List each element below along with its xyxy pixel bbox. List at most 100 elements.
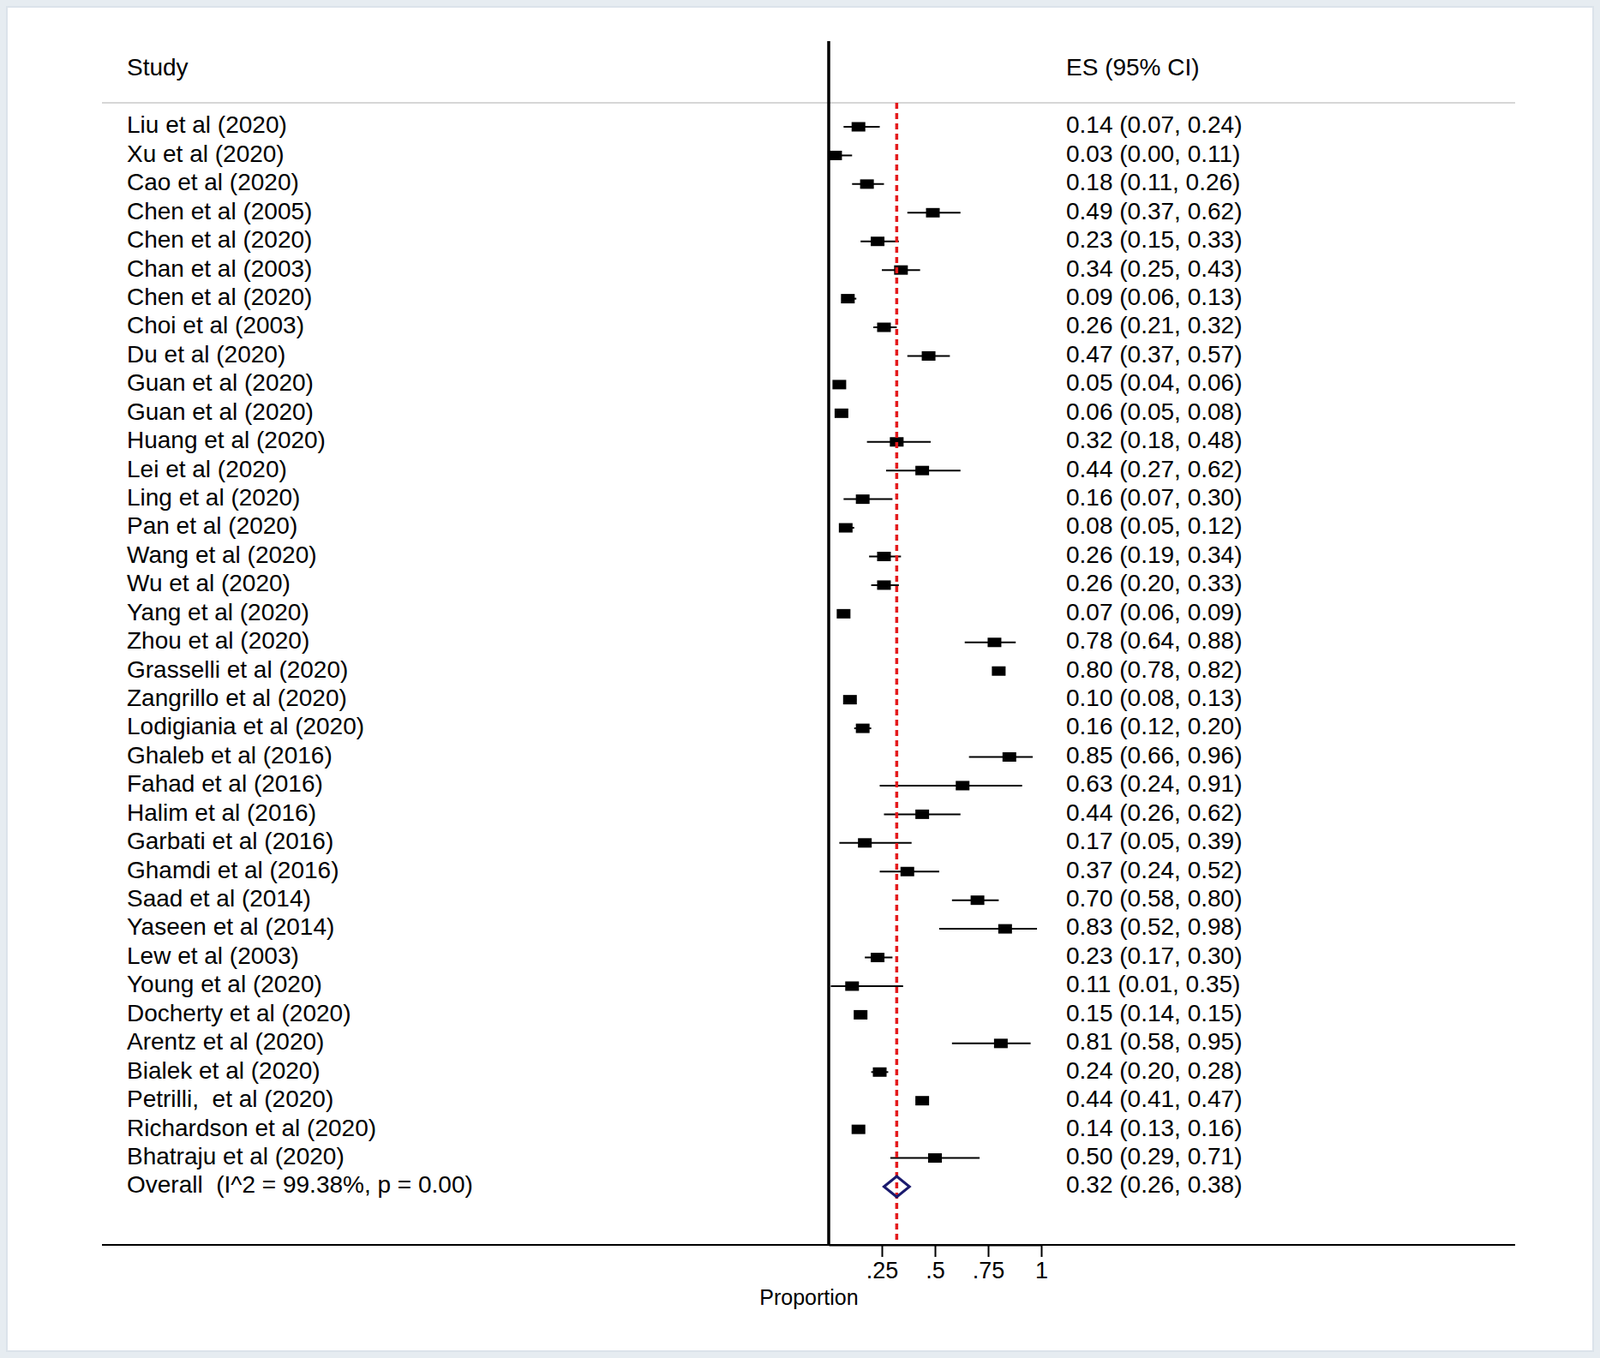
study-label: Yang et al (2020) [126, 599, 310, 626]
point-estimate [838, 523, 853, 534]
point-estimate [876, 551, 891, 562]
es-label: 0.49 (0.37, 0.62) [1066, 197, 1242, 225]
study-label: Ghamdi et al (2016) [126, 856, 339, 884]
point-estimate [828, 150, 842, 161]
overall-line [895, 102, 899, 1246]
point-estimate [851, 1125, 866, 1135]
study-label: Choi et al (2003) [126, 311, 305, 339]
x-axis-title: Proportion [759, 1285, 858, 1310]
point-estimate [987, 637, 1001, 648]
chart: Study ES (95% CI) Liu et al (2020)Xu et al… [0, 0, 1600, 1358]
x-tick: .75 [972, 1245, 1006, 1284]
x-axis: .25.5.751 [829, 1245, 1049, 1284]
ci-line [939, 928, 1037, 930]
overall-es-label: 0.32 (0.26, 0.38) [1066, 1171, 1242, 1199]
es-label: 0.44 (0.26, 0.62) [1066, 799, 1242, 827]
point-estimate [926, 208, 941, 218]
es-label: 0.10 (0.08, 0.13) [1066, 684, 1242, 712]
study-label: Arentz et al (2020) [126, 1028, 324, 1055]
point-estimate [851, 122, 866, 132]
point-estimate [928, 1153, 942, 1163]
study-label: Lodigiania et al (2020) [126, 713, 365, 740]
es-label: 0.26 (0.19, 0.34) [1066, 541, 1242, 569]
es-label: 0.24 (0.20, 0.28) [1066, 1057, 1242, 1085]
point-estimate [856, 494, 870, 504]
study-label: Liu et al (2020) [126, 111, 288, 138]
null-line [826, 41, 831, 1246]
point-estimate [870, 236, 885, 246]
study-label: Grasselli et al (2020) [126, 656, 348, 684]
point-estimate [857, 838, 872, 848]
es-label: 0.14 (0.13, 0.16) [1066, 1114, 1242, 1142]
point-estimate [832, 379, 846, 390]
es-label: 0.50 (0.29, 0.71) [1066, 1143, 1242, 1170]
overall-diamond [883, 1176, 910, 1198]
study-label: Chen et al (2005) [126, 197, 312, 225]
study-label: Huang et al (2020) [126, 426, 326, 454]
study-label: Zhou et al (2020) [126, 627, 310, 654]
x-tick: .25 [866, 1245, 899, 1284]
study-label: Ghaleb et al (2016) [126, 742, 333, 769]
study-label: Chen et al (2020) [126, 283, 312, 311]
point-estimate [856, 724, 870, 734]
point-estimate [994, 1038, 1008, 1049]
point-estimate [991, 666, 1006, 677]
study-label: Lew et al (2003) [126, 942, 300, 970]
point-estimate [836, 609, 851, 619]
es-header: ES (95% CI) [1066, 53, 1200, 81]
study-label: Zangrillo et al (2020) [126, 684, 348, 712]
study-label: Wu et al (2020) [126, 569, 291, 597]
es-label: 0.32 (0.18, 0.48) [1066, 426, 1242, 454]
study-label: Lei et al (2020) [126, 455, 288, 483]
ci-line [880, 785, 1023, 787]
study-label: Pan et al (2020) [126, 512, 298, 540]
point-estimate [915, 809, 929, 820]
point-estimate [970, 895, 985, 905]
point-estimate [922, 351, 936, 361]
study-label: Guan et al (2020) [126, 398, 314, 426]
x-tick-mark [1041, 1245, 1043, 1258]
study-label: Yaseen et al (2014) [126, 913, 335, 941]
x-tick-label: .25 [866, 1258, 899, 1284]
es-label: 0.80 (0.78, 0.82) [1066, 656, 1242, 684]
es-label: 0.16 (0.07, 0.30) [1066, 484, 1242, 511]
point-estimate [840, 293, 855, 304]
x-tick-mark [934, 1245, 937, 1258]
study-label: Xu et al (2020) [126, 140, 285, 168]
es-label: 0.09 (0.06, 0.13) [1066, 283, 1242, 311]
es-label: 0.83 (0.52, 0.98) [1066, 913, 1242, 941]
marks [828, 102, 1037, 1246]
es-label: 0.70 (0.58, 0.80) [1066, 885, 1242, 912]
point-estimate [853, 1010, 868, 1020]
ci-line [838, 842, 911, 845]
study-label: Fahad et al (2016) [126, 770, 324, 798]
es-label: 0.37 (0.24, 0.52) [1066, 856, 1242, 884]
header-rule [101, 101, 1516, 104]
es-label: 0.23 (0.17, 0.30) [1066, 942, 1242, 970]
study-header: Study [126, 53, 189, 81]
study-label: Ling et al (2020) [126, 484, 300, 511]
ci-line [952, 1042, 1031, 1045]
x-tick-mark [881, 1245, 884, 1258]
x-tick: .5 [925, 1245, 946, 1284]
study-label: Guan et al (2020) [126, 369, 314, 396]
point-estimate [1002, 752, 1017, 762]
point-estimate [860, 179, 875, 189]
outer-background [0, 0, 1600, 1358]
es-label: 0.14 (0.07, 0.24) [1066, 111, 1242, 138]
study-label: Young et al (2020) [126, 970, 323, 998]
es-label: 0.03 (0.00, 0.11) [1066, 140, 1241, 168]
es-label: 0.44 (0.41, 0.47) [1066, 1085, 1242, 1113]
es-label: 0.44 (0.27, 0.62) [1066, 455, 1242, 483]
es-label: 0.05 (0.04, 0.06) [1066, 369, 1242, 396]
point-estimate [915, 466, 929, 476]
es-label: 0.23 (0.15, 0.33) [1066, 226, 1242, 253]
point-estimate [915, 1096, 929, 1106]
study-label: Richardson et al (2020) [126, 1114, 377, 1142]
point-estimate [844, 981, 859, 991]
es-label: 0.78 (0.64, 0.88) [1066, 627, 1242, 654]
point-estimate [843, 695, 857, 705]
es-label: 0.08 (0.05, 0.12) [1066, 512, 1242, 540]
es-label: 0.15 (0.14, 0.15) [1066, 1000, 1242, 1027]
point-estimate [955, 780, 970, 791]
